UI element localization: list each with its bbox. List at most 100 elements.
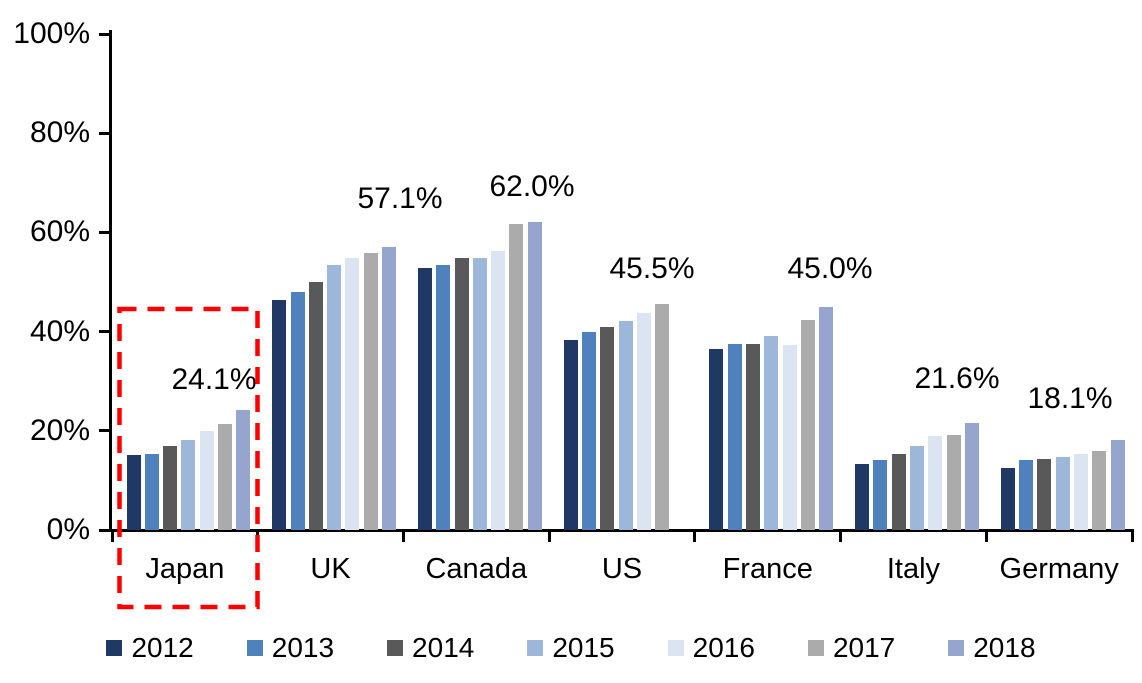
x-axis-line <box>109 528 1134 532</box>
bar-france-2015 <box>764 335 779 530</box>
category-label-germany: Germany <box>999 553 1119 585</box>
y-axis-tick-mark <box>99 330 110 334</box>
bar-canada-2012 <box>417 267 432 530</box>
bar-italy-2013 <box>873 459 888 530</box>
y-axis-tick-label: 20% <box>29 413 90 447</box>
x-axis-tick-mark <box>547 529 551 542</box>
bar-france-2016 <box>782 344 797 530</box>
legend-swatch-2014 <box>387 640 404 656</box>
bar-italy-2016 <box>928 435 943 530</box>
bar-italy-2014 <box>891 454 906 530</box>
legend-swatch-2012 <box>106 640 123 656</box>
category-label-us: US <box>601 553 643 585</box>
bar-us-2015 <box>618 321 633 530</box>
bar-uk-2016 <box>345 257 360 530</box>
x-axis-tick-mark <box>110 529 114 542</box>
bar-italy-2017 <box>946 434 961 530</box>
bar-canada-2014 <box>454 257 469 530</box>
x-axis-tick-mark <box>401 529 405 542</box>
bar-germany-2014 <box>1037 458 1052 530</box>
bar-italy-2012 <box>855 463 870 530</box>
legend-label: 2015 <box>552 632 615 663</box>
bar-uk-2018 <box>382 246 396 530</box>
bar-germany-2015 <box>1055 457 1070 530</box>
y-axis-tick-label: 40% <box>29 314 90 348</box>
legend-label: 2018 <box>973 632 1036 663</box>
legend-item-2014: 2014 <box>387 634 474 662</box>
bar-germany-2017 <box>1092 451 1107 530</box>
bar-france-2013 <box>727 343 742 530</box>
y-axis-tick-mark <box>99 230 110 234</box>
legend-label: 2014 <box>412 632 475 663</box>
legend-item-2018: 2018 <box>948 632 1036 663</box>
bar-uk-2012 <box>272 299 287 530</box>
data-label-us: 45.5% <box>609 252 695 285</box>
y-axis-tick-label: 60% <box>29 215 90 249</box>
legend-swatch-2017 <box>807 640 824 656</box>
bar-germany-2018 <box>1110 440 1125 530</box>
y-axis-tick-label: 80% <box>29 116 90 150</box>
bar-canada-2018 <box>527 222 542 530</box>
bar-japan-2013 <box>144 454 159 530</box>
legend-item-2012: 2012 <box>106 632 194 663</box>
bar-italy-2015 <box>909 446 924 530</box>
legend-label: 2012 <box>131 632 194 663</box>
category-label-france: France <box>722 553 813 585</box>
bar-japan-2015 <box>181 439 196 530</box>
bar-france-2012 <box>709 348 724 530</box>
y-axis-line <box>109 30 112 532</box>
legend-item-2016: 2016 <box>667 634 755 662</box>
data-label-japan: 24.1% <box>171 363 257 396</box>
bar-uk-2013 <box>290 292 305 530</box>
y-axis-tick-mark <box>99 32 110 36</box>
bar-italy-2018 <box>964 422 979 530</box>
x-axis-tick-mark <box>984 529 988 542</box>
legend-item-2017: 2017 <box>807 632 896 663</box>
y-axis-tick-label: 0% <box>46 513 90 546</box>
data-label-uk: 57.1% <box>357 182 443 215</box>
legend-label: 2013 <box>271 632 335 663</box>
bar-france-2018 <box>819 306 834 530</box>
y-axis-tick-mark <box>99 429 110 433</box>
x-axis-tick-mark <box>839 529 843 542</box>
category-label-canada: Canada <box>425 553 528 585</box>
data-label-canada: 62.0% <box>489 170 575 203</box>
legend-swatch-2016 <box>667 640 684 656</box>
bar-canada-2017 <box>509 224 524 530</box>
y-axis-tick-mark <box>99 528 110 532</box>
bar-japan-2016 <box>199 430 214 530</box>
bar-france-2017 <box>800 320 815 530</box>
bar-japan-2012 <box>126 455 141 530</box>
bar-us-2013 <box>581 331 596 530</box>
data-label-france: 45.0% <box>787 252 873 285</box>
bar-germany-2013 <box>1019 460 1034 530</box>
legend-item-2013: 2013 <box>246 632 335 663</box>
bar-japan-2017 <box>218 424 232 530</box>
x-axis-tick-mark <box>1130 529 1134 542</box>
bar-japan-2014 <box>163 446 178 530</box>
bar-us-2016 <box>636 313 651 530</box>
data-label-italy: 21.6% <box>914 362 1000 395</box>
legend-swatch-2015 <box>527 640 544 656</box>
bar-canada-2013 <box>436 265 451 530</box>
legend-swatch-2013 <box>246 640 263 656</box>
bar-us-2014 <box>600 326 615 530</box>
bar-germany-2016 <box>1073 454 1088 530</box>
category-label-italy: Italy <box>886 553 941 585</box>
bar-japan-2018 <box>236 410 251 530</box>
bar-uk-2014 <box>308 281 323 530</box>
data-label-germany: 18.1% <box>1027 382 1113 415</box>
legend-label: 2017 <box>832 632 896 663</box>
x-axis-tick-mark <box>693 529 697 542</box>
y-axis-tick-label: 100% <box>13 17 90 50</box>
bar-canada-2015 <box>472 258 487 530</box>
category-label-uk: UK <box>310 553 351 585</box>
bar-germany-2012 <box>1000 467 1015 530</box>
bar-us-2012 <box>563 339 578 530</box>
bar-uk-2015 <box>327 265 342 530</box>
legend-swatch-2018 <box>948 640 965 656</box>
legend-item-2015: 2015 <box>527 632 615 663</box>
category-label-japan: Japan <box>145 553 225 585</box>
legend: 2012 2013 2014 2015 2016 2017 2018 <box>0 634 1142 662</box>
